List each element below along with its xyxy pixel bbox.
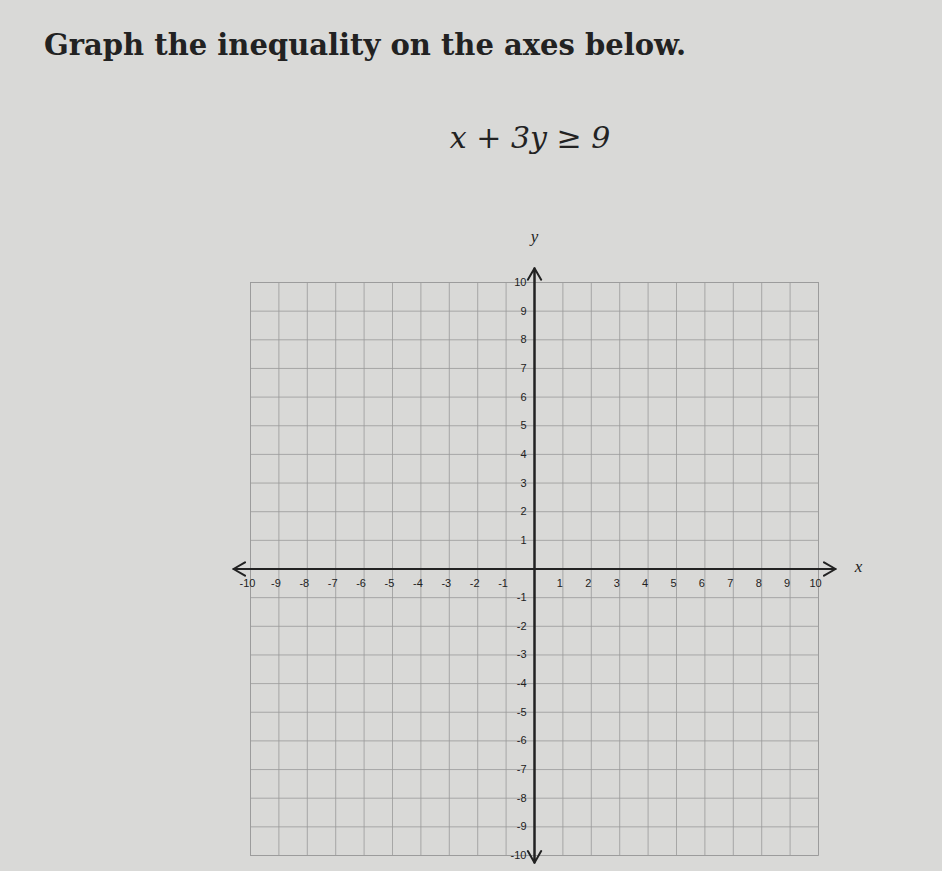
svg-text:-2: -2 bbox=[517, 620, 527, 632]
svg-text:-3: -3 bbox=[441, 577, 451, 589]
svg-text:-8: -8 bbox=[517, 792, 527, 804]
svg-text:2: 2 bbox=[520, 505, 526, 517]
svg-text:-1: -1 bbox=[498, 577, 508, 589]
svg-text:5: 5 bbox=[670, 577, 676, 589]
svg-text:4: 4 bbox=[642, 577, 648, 589]
svg-text:-6: -6 bbox=[517, 734, 527, 746]
svg-text:-5: -5 bbox=[517, 706, 527, 718]
svg-text:8: 8 bbox=[520, 333, 526, 345]
svg-text:-9: -9 bbox=[517, 820, 527, 832]
html-text:x + 3y ≥ 9: x + 3y ≥ 9 bbox=[449, 120, 611, 155]
svg-text:-7: -7 bbox=[517, 763, 527, 775]
svg-text:3: 3 bbox=[614, 577, 620, 589]
svg-text:3: 3 bbox=[520, 477, 526, 489]
svg-text:4: 4 bbox=[520, 448, 526, 460]
svg-text:7: 7 bbox=[520, 362, 526, 374]
svg-text:-4: -4 bbox=[413, 577, 423, 589]
svg-text:-4: -4 bbox=[517, 677, 527, 689]
svg-text:-2: -2 bbox=[470, 577, 480, 589]
svg-text:-6: -6 bbox=[356, 577, 366, 589]
svg-text:-9: -9 bbox=[271, 577, 281, 589]
svg-text:5: 5 bbox=[520, 419, 526, 431]
svg-text:6: 6 bbox=[699, 577, 705, 589]
svg-text:9: 9 bbox=[520, 305, 526, 317]
svg-text:1: 1 bbox=[520, 534, 526, 546]
svg-text:-3: -3 bbox=[517, 648, 527, 660]
svg-text:2: 2 bbox=[585, 577, 591, 589]
svg-text:-5: -5 bbox=[385, 577, 395, 589]
svg-text:6: 6 bbox=[520, 391, 526, 403]
svg-text:x: x bbox=[854, 557, 863, 576]
svg-text:y: y bbox=[529, 227, 539, 246]
svg-text:9: 9 bbox=[784, 577, 790, 589]
svg-text:10: 10 bbox=[809, 577, 821, 589]
svg-text:8: 8 bbox=[756, 577, 762, 589]
svg-text:7: 7 bbox=[727, 577, 733, 589]
svg-text:-7: -7 bbox=[328, 577, 338, 589]
svg-text:10: 10 bbox=[514, 276, 526, 288]
svg-text:-1: -1 bbox=[517, 591, 527, 603]
svg-text:-10: -10 bbox=[240, 577, 256, 589]
html-text:Graph the inequality on the ax: Graph the inequality on the axes below. bbox=[44, 28, 687, 62]
svg-text:-8: -8 bbox=[299, 577, 309, 589]
svg-text:-10: -10 bbox=[511, 849, 527, 861]
svg-text:1: 1 bbox=[557, 577, 563, 589]
